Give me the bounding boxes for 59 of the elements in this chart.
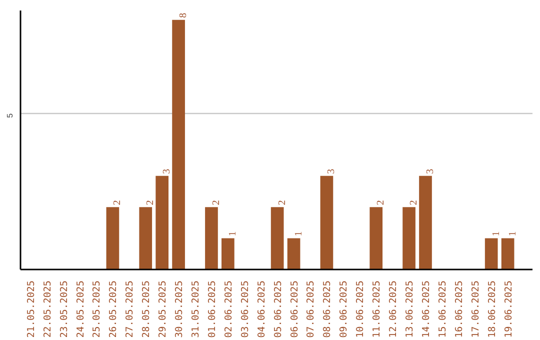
data-label: 2 xyxy=(408,200,420,206)
bar xyxy=(287,238,300,270)
x-tick-label: 16.06.2025 xyxy=(454,280,465,338)
bar xyxy=(270,207,284,270)
x-tick-label: 09.06.2025 xyxy=(338,280,350,338)
x-tick-label: 03.06.2025 xyxy=(240,280,251,338)
data-label: 3 xyxy=(326,168,338,174)
x-tick-label: 11.06.2025 xyxy=(372,280,383,338)
x-tick-label: 19.06.2025 xyxy=(503,280,514,338)
x-tick-label: 28.05.2025 xyxy=(141,280,152,338)
x-tick-label: 23.05.2025 xyxy=(58,280,70,338)
x-tick-label: 22.05.2025 xyxy=(42,280,54,338)
bar xyxy=(370,207,383,270)
x-tick-label: 15.06.2025 xyxy=(437,280,448,338)
x-tick-label: 29.05.2025 xyxy=(158,280,169,338)
x-tick-label: 27.05.2025 xyxy=(124,280,136,338)
data-label: 3 xyxy=(162,168,173,174)
bar xyxy=(222,238,234,270)
x-tick-label: 24.05.2025 xyxy=(75,280,86,338)
x-tick-label: 14.06.2025 xyxy=(420,280,432,338)
bar xyxy=(320,176,334,270)
data-label: 1 xyxy=(293,231,304,236)
x-tick-label: 08.06.2025 xyxy=(322,280,334,338)
x-tick-label: 25.05.2025 xyxy=(92,280,103,338)
data-label: 1 xyxy=(227,231,238,236)
data-label: 2 xyxy=(376,200,387,206)
x-tick-label: 06.06.2025 xyxy=(289,280,300,338)
data-label: 2 xyxy=(210,200,222,206)
bar xyxy=(172,20,185,270)
x-tick-label: 26.05.2025 xyxy=(108,280,120,338)
x-tick-label: 21.05.2025 xyxy=(26,280,37,338)
data-label: 2 xyxy=(276,200,288,206)
bar xyxy=(139,207,152,270)
data-label: 1 xyxy=(490,231,502,236)
bar xyxy=(402,207,416,270)
bar xyxy=(156,176,169,270)
x-tick-label: 13.06.2025 xyxy=(404,280,416,338)
bar xyxy=(484,238,498,270)
x-tick-label: 02.06.2025 xyxy=(223,280,234,338)
bar xyxy=(419,176,432,270)
data-label: 8 xyxy=(178,12,190,18)
bar xyxy=(501,238,514,270)
data-label: 2 xyxy=(112,200,124,206)
data-label: 1 xyxy=(507,231,518,236)
x-tick-label: 31.05.2025 xyxy=(190,280,202,338)
bar xyxy=(205,207,218,270)
x-tick-label: 07.06.2025 xyxy=(306,280,317,338)
x-tick-label: 18.06.2025 xyxy=(486,280,498,338)
x-tick-label: 01.06.2025 xyxy=(206,280,218,338)
x-tick-label: 10.06.2025 xyxy=(355,280,366,338)
data-label: 2 xyxy=(145,200,156,206)
data-label: 3 xyxy=(424,168,436,174)
y-tick-label: 5 xyxy=(6,112,14,118)
x-tick-label: 05.06.2025 xyxy=(272,280,284,338)
x-tick-label: 04.06.2025 xyxy=(256,280,268,338)
x-tick-label: 12.06.2025 xyxy=(388,280,400,338)
x-tick-label: 30.05.2025 xyxy=(174,280,186,338)
bar xyxy=(106,207,120,270)
x-tick-label: 17.06.2025 xyxy=(470,280,482,338)
